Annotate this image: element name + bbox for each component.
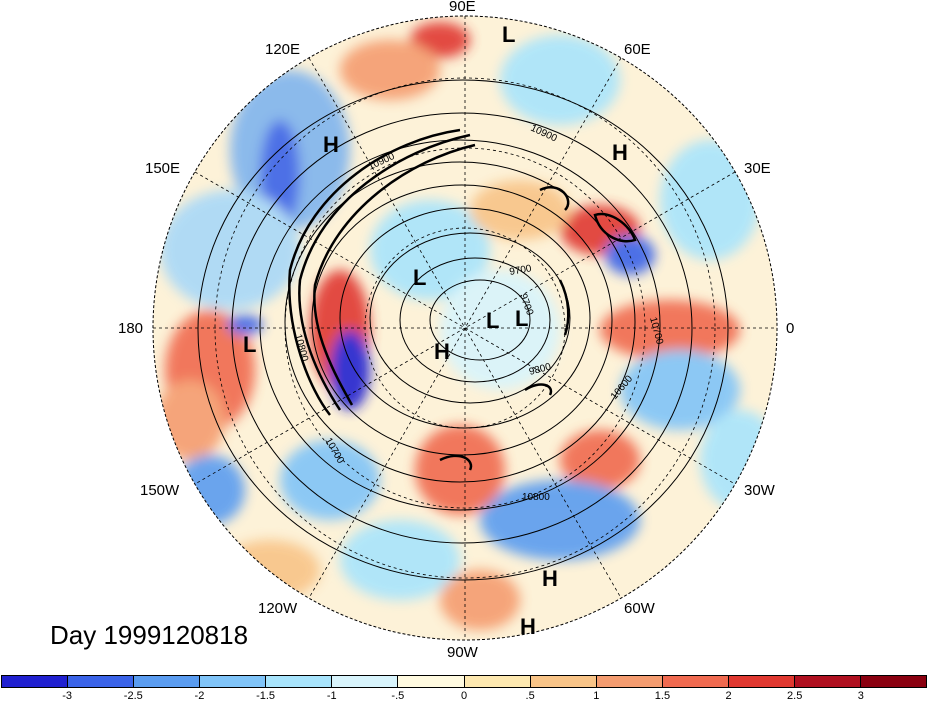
lon-label-120e: 120E — [265, 41, 301, 58]
lon-label-90e: 90E — [449, 0, 476, 15]
colorbar-tick-label: -3 — [62, 690, 73, 702]
polar-map: 10900 10900 10800 9700 9700 9800 10700 1… — [152, 15, 778, 641]
lon-label-60e: 60E — [624, 41, 651, 58]
colorbar-tick-label: -2 — [194, 690, 205, 702]
contour-label: 10800 — [522, 492, 550, 503]
colorbar-tick-label: 2 — [725, 690, 732, 702]
high-pressure-marker: H — [612, 140, 628, 165]
high-pressure-marker: H — [323, 132, 339, 157]
graticule — [153, 16, 777, 640]
colorbar-tick-label: 1.5 — [654, 690, 671, 702]
colorbar-cell — [662, 676, 729, 687]
colorbar-cell — [398, 676, 465, 687]
colorbar-cell — [861, 676, 927, 687]
colorbar-tick-label: -1.5 — [256, 690, 276, 702]
colorbar-cell — [134, 676, 201, 687]
lon-label-0: 0 — [786, 320, 795, 337]
colorbar-tick-label: 3 — [857, 690, 864, 702]
low-pressure-marker: L — [243, 332, 257, 357]
low-pressure-marker: L — [413, 265, 427, 290]
contour-label: 9700 — [509, 263, 533, 278]
lon-label-150w: 150W — [140, 482, 180, 499]
low-pressure-marker: L — [502, 22, 516, 47]
colorbar-tick-label: 0 — [460, 690, 468, 702]
high-pressure-marker: H — [542, 566, 558, 591]
colorbar — [1, 675, 927, 688]
colorbar-tick-label: 1 — [593, 690, 600, 702]
colorbar-cell — [2, 676, 69, 687]
colorbar-tick-label: 2.5 — [787, 690, 803, 702]
colorbar-cell — [596, 676, 663, 687]
lon-label-30w: 30W — [744, 482, 775, 499]
colorbar-tick-label: -2.5 — [123, 690, 143, 702]
colorbar-cell — [68, 676, 135, 687]
colorbar-cell — [200, 676, 267, 687]
colorbar-cell — [728, 676, 795, 687]
lon-label-30e: 30E — [744, 160, 771, 177]
colorbar-ticks: -3 -2.5 -2 -1.5 -1 -.5 0 .5 1 1.5 2 2.5 3 — [0, 690, 928, 704]
lon-label-150e: 150E — [145, 160, 181, 177]
lon-label-90w: 90W — [447, 644, 478, 661]
low-pressure-marker: L — [486, 308, 500, 333]
height-contours — [197, 79, 729, 581]
colorbar-tick-label: .5 — [525, 690, 535, 702]
high-pressure-marker: H — [434, 339, 450, 364]
colorbar-tick-label: -.5 — [391, 690, 405, 702]
colorbar-cell — [530, 676, 597, 687]
lon-label-60w: 60W — [624, 600, 655, 617]
day-label: Day 1999120818 — [50, 620, 249, 650]
jet-contours — [288, 128, 637, 471]
colorbar-cell — [464, 676, 531, 687]
map-border — [152, 15, 778, 641]
high-pressure-marker: H — [520, 614, 536, 639]
colorbar-tick-label: -1 — [326, 690, 337, 702]
low-pressure-marker: L — [515, 306, 529, 331]
lon-label-180: 180 — [118, 320, 144, 337]
colorbar-cell — [266, 676, 333, 687]
colorbar-cell — [794, 676, 862, 687]
lon-label-120w: 120W — [258, 600, 298, 617]
colorbar-cell — [332, 676, 399, 687]
